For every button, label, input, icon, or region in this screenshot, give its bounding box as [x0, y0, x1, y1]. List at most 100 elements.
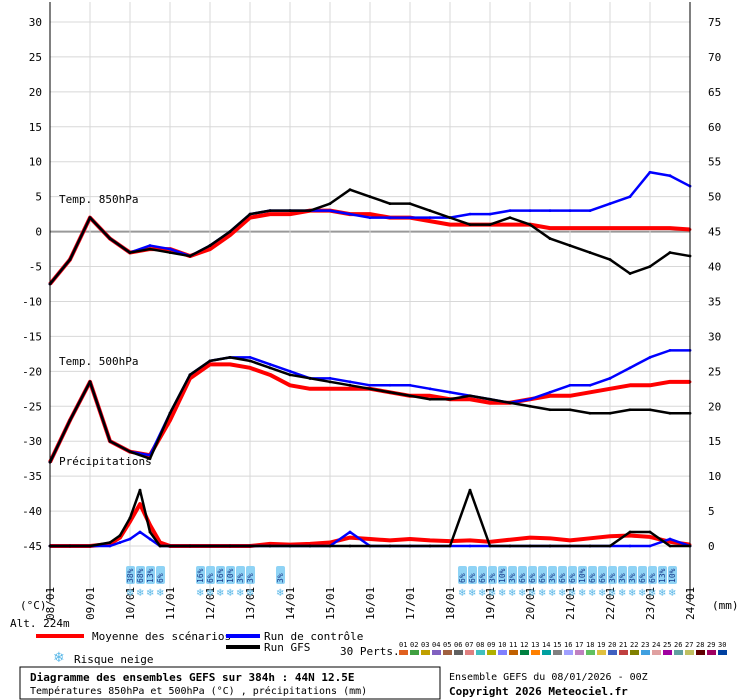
point-mean: [368, 212, 372, 216]
point-gfs: [328, 544, 332, 548]
y-tick-label-left: 10: [29, 156, 42, 169]
point-gfs: [208, 359, 212, 363]
point-control: [288, 369, 292, 373]
series-precip-gfs: [50, 488, 690, 548]
pert-number: 18: [586, 641, 594, 649]
snow-risk-marker: [538, 566, 547, 584]
point-control: [118, 541, 122, 544]
snow-risk-marker: [558, 566, 567, 584]
point-mean: [138, 502, 142, 506]
point-gfs: [388, 390, 392, 394]
snow-risk-marker: [498, 566, 507, 584]
point-gfs: [408, 394, 412, 398]
snow-risk-marker: [548, 566, 557, 584]
y-tick-label-right: 35: [708, 295, 721, 308]
point-mean: [328, 541, 332, 544]
point-mean: [628, 534, 632, 537]
snow-risk-marker: [468, 566, 477, 584]
point-gfs: [328, 202, 332, 206]
snow-risk-marker: [276, 566, 285, 584]
point-gfs: [648, 265, 652, 268]
snow-risk-marker: [206, 566, 215, 584]
point-gfs: [508, 401, 512, 405]
snow-risk-value: 3%: [618, 573, 627, 583]
point-control: [628, 366, 632, 370]
snow-risk-value: 10%: [578, 568, 587, 583]
pert-number: 22: [630, 641, 638, 649]
pert-number: 29: [707, 641, 715, 649]
legend: Moyenne des scénarios Run de contrôle Ru…: [36, 630, 727, 666]
point-gfs: [308, 544, 312, 548]
point-gfs: [288, 544, 292, 548]
x-tick-label: 13/01: [244, 587, 257, 620]
precip-section-label: Précipitations: [59, 455, 152, 468]
snowflake-icon: ❄: [498, 588, 506, 599]
point-control: [328, 376, 332, 380]
point-control: [668, 348, 672, 352]
point-mean: [408, 537, 412, 541]
x-tick-label: 23/01: [644, 587, 657, 620]
point-gfs: [588, 411, 592, 415]
point-gfs: [448, 544, 452, 548]
point-mean: [668, 226, 672, 230]
point-gfs: [568, 408, 572, 412]
point-gfs: [208, 244, 212, 247]
point-gfs: [88, 216, 92, 220]
point-gfs: [428, 397, 432, 401]
pert-number: 10: [498, 641, 506, 649]
pert-swatch: [564, 650, 573, 655]
snow-risk-value: 6%: [558, 573, 567, 583]
snowflake-icon: ❄: [588, 588, 596, 599]
point-control: [348, 530, 352, 534]
snow-risk-marker: [578, 566, 587, 584]
legend-control-label: Run de contrôle: [264, 630, 363, 643]
point-gfs: [118, 534, 122, 537]
pert-number: 14: [542, 641, 550, 649]
point-gfs: [348, 383, 352, 387]
point-gfs: [628, 272, 632, 275]
pert-number: 28: [696, 641, 704, 649]
snowflake-icon: ❄: [598, 588, 606, 599]
run-info: Ensemble GEFS du 08/01/2026 - 00Z: [449, 672, 648, 683]
point-control: [388, 383, 392, 387]
point-gfs: [548, 544, 552, 548]
point-mean: [648, 535, 652, 539]
point-gfs: [668, 411, 672, 415]
point-control: [448, 390, 452, 394]
point-gfs: [148, 247, 152, 251]
point-gfs: [288, 373, 292, 377]
point-mean: [268, 373, 272, 377]
snow-risk-value: 6%: [598, 573, 607, 583]
snow-risk-bar: 38%❄68%❄13%❄6%❄16%❄6%❄16%❄10%❄3%❄3%❄3%❄6…: [126, 566, 677, 599]
pert-swatch: [575, 650, 584, 655]
pert-swatch: [542, 650, 551, 655]
point-gfs: [648, 530, 652, 534]
point-mean: [568, 394, 572, 398]
snow-risk-marker: [608, 566, 617, 584]
snow-risk-value: 3%: [548, 573, 557, 583]
point-mean: [588, 536, 592, 540]
snowflake-icon: ❄: [468, 588, 476, 599]
snowflake-icon: ❄: [528, 588, 536, 599]
point-control: [608, 376, 612, 380]
point-gfs: [288, 209, 292, 213]
left-unit-label: (°C): [20, 599, 47, 612]
point-control: [108, 544, 112, 548]
point-control: [628, 195, 632, 199]
point-control: [548, 209, 552, 213]
point-control: [668, 537, 672, 541]
point-control: [408, 383, 412, 387]
point-control: [428, 216, 432, 220]
pert-swatch: [432, 650, 441, 655]
point-control: [508, 209, 512, 213]
point-gfs: [168, 251, 172, 254]
point-gfs: [528, 404, 532, 408]
point-mean: [208, 247, 212, 251]
pert-swatch: [586, 650, 595, 655]
point-control: [168, 247, 172, 251]
pert-swatch: [619, 650, 628, 655]
pert-number: 09: [487, 641, 495, 649]
snow-risk-value: 13%: [146, 568, 155, 583]
pert-swatch: [410, 650, 419, 655]
